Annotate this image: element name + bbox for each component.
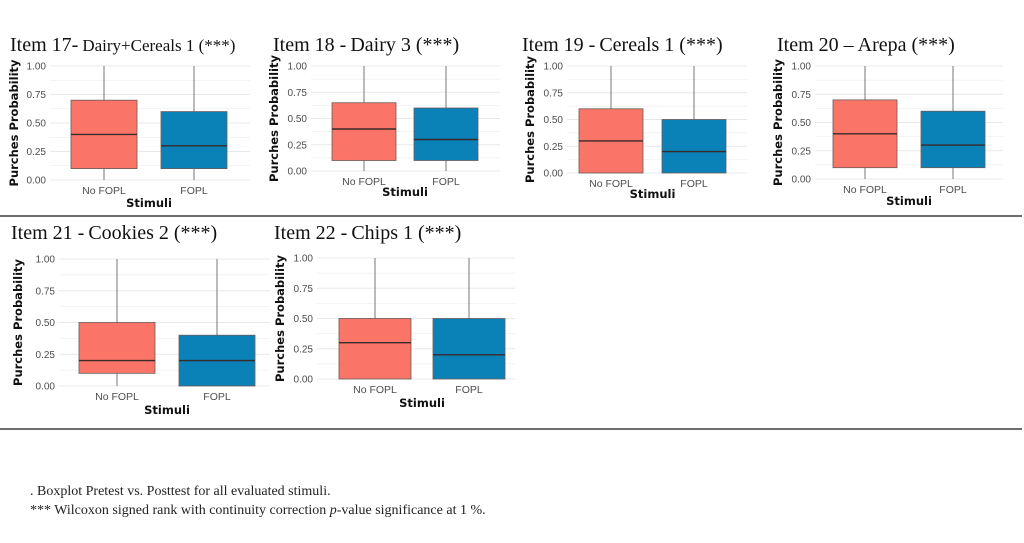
y-tick-label: 0.00 [288,167,308,178]
y-tick-label: 0.50 [294,314,314,325]
y-tick-label: 1.00 [544,62,564,73]
caption-text-2-suffix: -value significance at 1 %. [336,503,486,518]
y-tick-label: 0.25 [27,147,47,158]
y-axis-title: Purches Probability [273,255,287,382]
panel-title-rest: Cookies 2 (***) [88,222,218,244]
x-tick-label: No FOPL [95,391,139,403]
y-tick-label: 0.75 [36,286,56,297]
box-fopl [432,318,506,380]
row-separator-top [0,215,1022,217]
x-tick-label: FOPL [432,176,460,188]
box-no-fopl [331,102,397,161]
panel-title-rest: Arepa (***) [857,34,955,56]
panel-title-main: Item 22 - [274,222,348,244]
y-axis-title: Purches Probability [267,55,281,182]
y-tick-label: 0.00 [36,382,56,393]
x-axis-title: Stimuli [144,403,190,417]
y-tick-label: 0.75 [288,88,308,99]
x-axis-title: Stimuli [630,187,676,201]
x-axis-title: Stimuli [126,196,172,210]
y-axis-title: Purches Probability [7,59,21,186]
panel-title-main: Item 20 – [777,34,854,56]
x-tick-label: FOPL [203,391,231,403]
panel-title-item19: Item 19 - Cereals 1 (***) [522,34,723,57]
y-tick-label: 0.75 [544,88,564,99]
y-tick-label: 0.00 [792,175,812,186]
x-tick-label: FOPL [180,185,208,197]
y-tick-label: 0.00 [544,169,564,180]
panel-title-item18: Item 18 - Dairy 3 (***) [273,34,459,57]
y-tick-label: 1.00 [792,62,812,73]
y-tick-label: 0.50 [36,318,56,329]
panel-title-main: Item 18 - [273,34,347,56]
y-tick-label: 1.00 [288,62,308,73]
y-tick-label: 0.75 [294,284,314,295]
caption-text-2-italic: p [329,503,337,518]
x-tick-label: No FOPL [843,184,887,196]
caption-text-2-prefix: *** Wilcoxon signed rank with continuity… [30,503,330,518]
x-axis-title: Stimuli [382,185,428,199]
x-tick-label: No FOPL [353,384,397,396]
panel-title-main: Item 17- [10,34,79,56]
x-tick-label: FOPL [939,184,967,196]
panel-title-rest: Chips 1 (***) [351,222,462,244]
y-tick-label: 0.25 [36,350,56,361]
y-tick-label: 1.00 [36,255,56,266]
y-tick-label: 0.00 [294,375,314,386]
caption-line-1: . Boxplot Pretest vs. Posttest for all e… [30,484,331,500]
box-fopl [413,107,479,161]
panel-title-main: Item 19 - [522,34,596,56]
box-fopl [920,110,986,169]
x-axis-title: Stimuli [886,194,932,208]
y-tick-label: 0.25 [288,140,308,151]
y-axis-title: Purches Probability [523,56,537,183]
y-tick-label: 0.25 [294,344,314,355]
y-axis-title: Purches Probability [771,59,785,186]
box-fopl [160,111,228,169]
caption-line-2: *** Wilcoxon signed rank with continuity… [30,503,486,519]
panel-title-item21: Item 21 - Cookies 2 (***) [11,222,217,245]
y-tick-label: 0.50 [288,114,308,125]
box-no-fopl [338,318,412,380]
panel-title-rest: Dairy+Cereals 1 (***) [82,36,236,55]
x-tick-label: FOPL [455,384,483,396]
y-tick-label: 0.50 [27,119,47,130]
y-tick-label: 0.50 [792,118,812,129]
panel-title-rest: Dairy 3 (***) [350,34,460,56]
y-tick-label: 0.75 [27,90,47,101]
panel-title-main: Item 21 - [11,222,85,244]
row-separator-bottom [0,428,1022,430]
panel-title-item20: Item 20 – Arepa (***) [777,34,955,57]
y-axis-title: Purches Probability [11,259,25,386]
x-axis-title: Stimuli [399,396,445,410]
x-tick-label: FOPL [680,178,708,190]
x-tick-label: No FOPL [589,178,633,190]
y-tick-label: 0.75 [792,90,812,101]
caption-text-1: . Boxplot Pretest vs. Posttest for all e… [30,484,331,499]
y-tick-label: 1.00 [27,62,47,73]
box-fopl [661,119,727,174]
x-tick-label: No FOPL [82,185,126,197]
panel-title-item17: Item 17- Dairy+Cereals 1 (***) [10,34,235,57]
y-tick-label: 0.25 [544,142,564,153]
box-no-fopl [78,322,156,374]
y-tick-label: 1.00 [294,254,314,265]
panel-title-rest: Cereals 1 (***) [599,34,723,56]
y-tick-label: 0.50 [544,115,564,126]
panel-title-item22: Item 22 - Chips 1 (***) [274,222,461,245]
x-tick-label: No FOPL [342,176,386,188]
y-tick-label: 0.25 [792,146,812,157]
y-tick-label: 0.00 [27,176,47,187]
